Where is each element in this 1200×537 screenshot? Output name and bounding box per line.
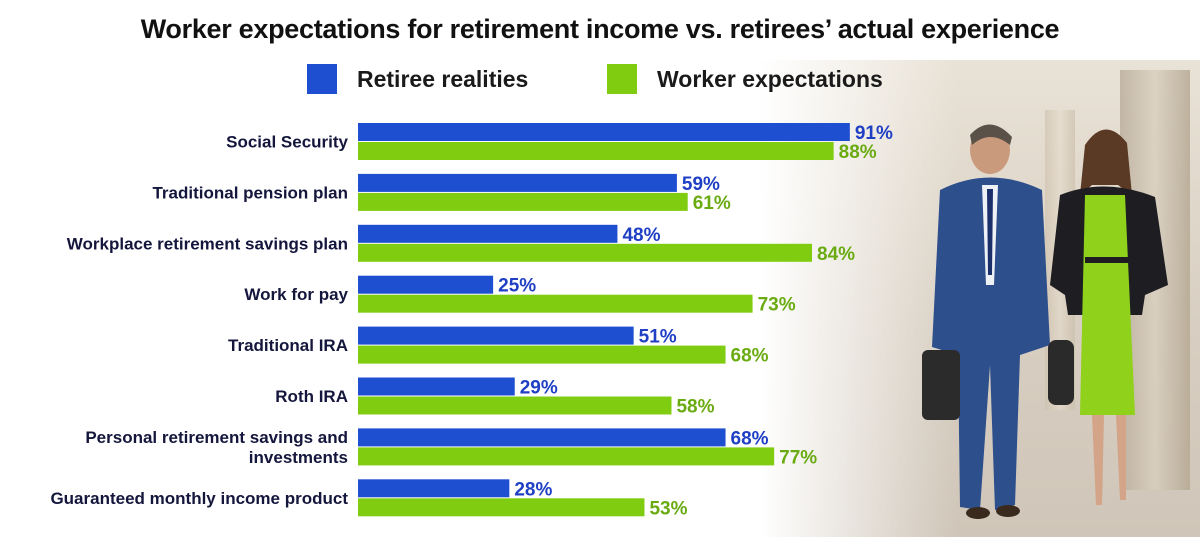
category-label-line: Work for pay xyxy=(244,285,348,304)
man-hair xyxy=(970,124,1012,145)
bar-worker-expectations xyxy=(358,294,753,313)
bar-worker-expectations xyxy=(358,396,672,415)
bar-worker-expectations xyxy=(358,243,813,262)
legend-label: Worker expectations xyxy=(657,65,883,92)
bar-worker-expectations xyxy=(358,498,645,517)
bar-worker-expectations xyxy=(358,142,834,160)
data-label: 51% xyxy=(639,327,677,348)
data-label: 77% xyxy=(779,447,817,468)
legend-swatch xyxy=(607,64,637,94)
bar-retiree-realities xyxy=(358,377,515,396)
category-label: Workplace retirement savings plan xyxy=(67,234,348,253)
woman-hair xyxy=(1080,129,1132,195)
photo-people xyxy=(922,124,1168,519)
category-label-line: investments xyxy=(249,448,348,467)
data-label: 88% xyxy=(839,142,877,163)
category-label: Traditional IRA xyxy=(228,336,348,355)
category-label: Personal retirement savings and investmen… xyxy=(85,428,348,467)
bar-retiree-realities xyxy=(358,326,634,345)
data-label: 58% xyxy=(676,397,714,418)
data-label: 73% xyxy=(758,295,796,316)
data-label: 68% xyxy=(731,428,769,449)
man-shoe xyxy=(996,505,1020,517)
data-label: 68% xyxy=(731,346,769,367)
legend-item-retiree-realities: Retiree realities xyxy=(307,62,528,96)
category-label: Guaranteed monthly income product xyxy=(50,489,348,508)
man-suit xyxy=(932,177,1050,510)
woman-belt xyxy=(1085,257,1129,263)
chart-title: Worker expectations for retirement incom… xyxy=(140,14,1060,44)
category-label-line: Traditional IRA xyxy=(228,336,348,355)
category-label-line: Traditional pension plan xyxy=(152,183,348,202)
bar-worker-expectations xyxy=(358,192,688,211)
data-label: 25% xyxy=(498,276,536,297)
category-label: Social Security xyxy=(226,133,348,152)
bar-retiree-realities xyxy=(358,224,618,243)
bar-retiree-realities xyxy=(358,173,677,192)
category-label-line: Roth IRA xyxy=(275,387,348,406)
bar-retiree-realities xyxy=(358,123,850,141)
data-label: 61% xyxy=(693,193,731,214)
data-label: 29% xyxy=(520,378,558,399)
bar-retiree-realities xyxy=(358,275,494,294)
woman-legs xyxy=(1092,415,1126,505)
category-label-line: Social Security xyxy=(226,133,348,152)
bar-retiree-realities xyxy=(358,479,510,498)
legend-item-worker-expectations: Worker expectations xyxy=(607,62,883,96)
category-label-line: Guaranteed monthly income product xyxy=(50,489,348,508)
data-label: 91% xyxy=(855,123,893,144)
data-label: 48% xyxy=(622,225,660,246)
data-label: 84% xyxy=(817,244,855,265)
man-shoe xyxy=(966,507,990,519)
data-label: 28% xyxy=(514,479,552,500)
category-label: Roth IRA xyxy=(275,387,348,406)
woman-dress xyxy=(1080,195,1135,415)
man-tie xyxy=(987,189,993,275)
woman-bag xyxy=(1048,340,1074,405)
legend-label: Retiree realities xyxy=(357,65,529,92)
data-label: 59% xyxy=(682,174,720,195)
man-briefcase xyxy=(922,350,960,420)
data-label: 53% xyxy=(649,498,687,519)
bar-worker-expectations xyxy=(358,447,775,466)
category-label: Traditional pension plan xyxy=(152,183,348,202)
category-label-line: Workplace retirement savings plan xyxy=(67,234,348,253)
bar-worker-expectations xyxy=(358,345,726,364)
category-label: Work for pay xyxy=(244,285,348,304)
category-label-line: Personal retirement savings and xyxy=(85,428,348,447)
bar-retiree-realities xyxy=(358,428,726,447)
legend-swatch xyxy=(307,64,337,94)
